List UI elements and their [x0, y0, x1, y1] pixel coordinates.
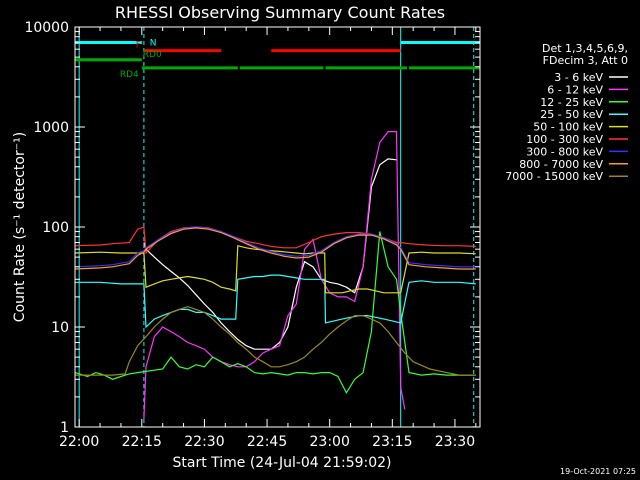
legend-label-7000-15000-kev: 7000 - 15000 keV	[505, 170, 603, 183]
footer-timestamp: 19-Oct-2021 07:25	[560, 467, 636, 476]
x-tick-label-15: 22:15	[122, 434, 162, 450]
legend-label-800-7000-kev: 800 - 7000 keV	[519, 158, 603, 171]
series-line-6-12-kev	[143, 131, 406, 420]
y-tick-label-1000: 1000	[33, 120, 69, 136]
legend-label-6-12-kev: 6 - 12 keV	[547, 83, 603, 96]
chart-title: RHESSI Observing Summary Count Rates	[115, 3, 445, 22]
legend-label-100-300-kev: 100 - 300 keV	[526, 133, 603, 146]
y-tick-label-10000: 10000	[24, 20, 69, 36]
flag-label-n: N	[150, 38, 157, 48]
y-tick-label-100: 100	[42, 220, 69, 236]
x-tick-label-0: 22:00	[59, 434, 99, 450]
axes: 22:00 22:15 22:30 22:45 23:00 23:15 23:30 1 10 10…	[24, 20, 480, 450]
series-line-100-300-kev	[74, 226, 476, 255]
legend-label-3-6-kev: 3 - 6 keV	[554, 71, 603, 84]
series-line-25-50-kev	[75, 274, 476, 329]
legend-header-0: Det 1,3,4,5,6,9,	[542, 42, 628, 55]
y-tick-label-10: 10	[51, 320, 69, 336]
flag-label-f: F	[136, 41, 141, 51]
flag-label-rd0: RD0	[143, 50, 162, 60]
x-axis-label: Start Time (24-Jul-04 21:59:02)	[172, 455, 391, 471]
x-tick-label-45: 22:45	[247, 434, 287, 450]
series-line-3-6-kev	[143, 158, 397, 350]
y-axis-label: Count Rate (s⁻¹ detector⁻¹)	[12, 132, 28, 322]
legend-label-300-800-kev: 300 - 800 keV	[526, 145, 603, 158]
series-line-50-100-kev	[74, 244, 476, 294]
series-line-7000-15000-kev	[75, 305, 476, 376]
legend: Det 1,3,4,5,6,9,FDecim 3, Att 0 3 - 6 keV…	[505, 42, 628, 183]
flag-label-rd4: RD4	[120, 70, 139, 80]
x-tick-label-30: 22:30	[184, 434, 224, 450]
legend-header-1: FDecim 3, Att 0	[543, 54, 628, 67]
x-tick-label-90: 23:30	[435, 434, 475, 450]
y-tick-label-1: 1	[60, 420, 69, 436]
x-tick-label-75: 23:15	[372, 434, 412, 450]
series-line-300-800-kev	[74, 226, 476, 268]
x-tick-label-60: 23:00	[310, 434, 350, 450]
legend-label-25-50-kev: 25 - 50 keV	[540, 108, 603, 121]
legend-label-12-25-kev: 12 - 25 keV	[540, 96, 603, 109]
series-line-12-25-kev	[74, 231, 476, 395]
legend-label-50-100-kev: 50 - 100 keV	[533, 121, 603, 134]
series-line-800-7000-kev	[74, 227, 476, 270]
